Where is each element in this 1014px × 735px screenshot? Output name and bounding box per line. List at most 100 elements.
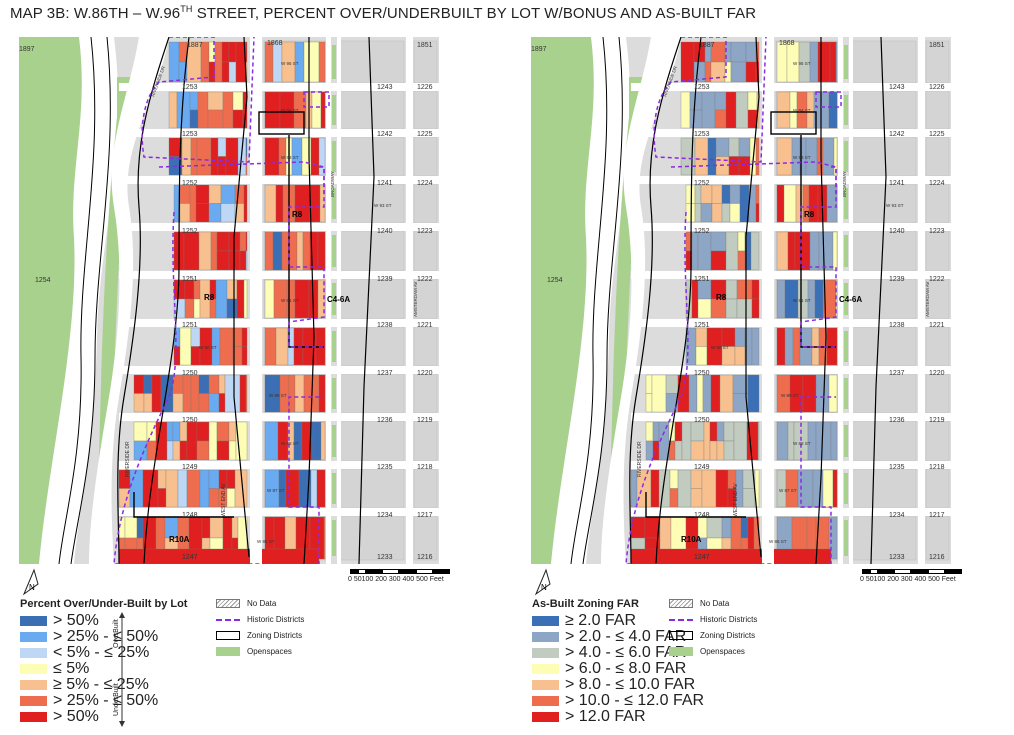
tax-lot bbox=[707, 137, 717, 176]
city-block bbox=[338, 278, 405, 320]
tax-lot bbox=[189, 109, 199, 129]
city-block bbox=[413, 136, 438, 177]
tax-lot bbox=[208, 393, 220, 413]
city-block bbox=[925, 183, 950, 224]
block-number: 1252 bbox=[182, 228, 198, 235]
avenue-label: BROADWAY bbox=[330, 171, 335, 197]
tax-lot bbox=[221, 61, 230, 83]
tax-lot bbox=[751, 327, 760, 366]
tax-lot bbox=[734, 346, 746, 366]
legend-swatch bbox=[532, 695, 559, 706]
tax-lot bbox=[794, 231, 811, 271]
map-percent-overbuilt[interactable]: 1897 1887 1868 1851 1253 1243 1226 1253 1242 1225… bbox=[19, 37, 439, 564]
tax-lot bbox=[228, 440, 237, 461]
block-number: 1225 bbox=[417, 131, 433, 138]
tax-lot bbox=[747, 109, 758, 129]
legend-label: > 2.0 - ≤ 4.0 FAR bbox=[565, 627, 687, 645]
tax-lot bbox=[652, 421, 660, 442]
historic-district bbox=[815, 91, 842, 108]
tax-lot bbox=[218, 393, 226, 413]
tax-lot bbox=[721, 327, 736, 347]
block-number: 1233 bbox=[377, 554, 393, 561]
tax-lot bbox=[208, 421, 218, 461]
tax-lot bbox=[689, 109, 703, 129]
legend-swatch bbox=[532, 663, 559, 674]
tax-lot bbox=[231, 516, 239, 539]
tax-lot bbox=[702, 374, 712, 413]
legend-swatch bbox=[532, 631, 559, 642]
scale-bar: 0 50100 200 300 400 500 Feet bbox=[348, 565, 458, 589]
block-number: 1219 bbox=[417, 417, 433, 424]
zoning-line bbox=[117, 37, 170, 564]
block-number: 1253 bbox=[182, 84, 198, 91]
tax-lot bbox=[317, 231, 326, 271]
tax-lot bbox=[221, 41, 230, 63]
tax-lot bbox=[721, 203, 731, 223]
tax-lot bbox=[725, 279, 738, 300]
tax-lot bbox=[710, 250, 727, 271]
tax-lot bbox=[776, 91, 791, 129]
block-number: 1868 bbox=[779, 40, 795, 47]
block-number: 1225 bbox=[929, 131, 945, 138]
block-number: 1223 bbox=[929, 228, 945, 235]
tax-lot bbox=[645, 421, 654, 442]
tax-lot bbox=[738, 137, 751, 157]
tax-lot bbox=[172, 440, 181, 461]
broadway-mall bbox=[844, 473, 848, 504]
street-label: W 94 ST bbox=[793, 108, 811, 113]
city-block bbox=[925, 230, 950, 272]
tax-lot bbox=[239, 231, 247, 252]
tax-lot bbox=[177, 469, 188, 508]
tax-lot bbox=[296, 231, 304, 271]
broadway-mall bbox=[844, 283, 848, 315]
tax-lot bbox=[178, 41, 188, 63]
block-number: 1216 bbox=[929, 554, 945, 561]
tax-lot bbox=[701, 91, 716, 129]
map-as-built-far[interactable]: 1897 1887 1868 1851 1253 1243 1226 1253 1242 1225… bbox=[531, 37, 951, 564]
tax-lot bbox=[832, 231, 838, 271]
tax-lot bbox=[226, 469, 236, 489]
block-number: 1242 bbox=[377, 131, 393, 138]
tax-lot bbox=[835, 41, 838, 83]
tax-lot bbox=[711, 184, 723, 204]
tax-lot bbox=[730, 61, 747, 83]
city-block bbox=[413, 230, 438, 272]
tax-lot bbox=[199, 469, 210, 508]
tax-lot bbox=[832, 469, 838, 508]
tax-lot bbox=[264, 184, 277, 223]
tax-lot bbox=[690, 440, 705, 461]
city-block bbox=[338, 373, 405, 414]
zoning-line bbox=[303, 37, 315, 564]
tax-lot bbox=[193, 298, 201, 319]
tax-lot bbox=[142, 469, 159, 508]
city-block bbox=[850, 136, 917, 177]
legend-historic: Historic Districts bbox=[216, 615, 304, 624]
tax-lot bbox=[245, 137, 248, 157]
tax-lot bbox=[239, 374, 247, 413]
legend-swatch bbox=[532, 647, 559, 658]
cross-street bbox=[631, 129, 951, 137]
historic-district bbox=[141, 37, 255, 163]
tax-lot bbox=[303, 41, 320, 83]
city-block bbox=[338, 136, 405, 177]
legend-swatch bbox=[532, 615, 559, 626]
block-number: 1238 bbox=[889, 322, 905, 329]
historic-district bbox=[625, 211, 836, 564]
broadway-mall bbox=[332, 473, 336, 504]
legend-left-item: > 50% bbox=[20, 612, 99, 629]
tax-lot bbox=[172, 374, 184, 394]
block-number: 1221 bbox=[929, 322, 945, 329]
tax-lot bbox=[685, 184, 696, 204]
legend-swatch bbox=[532, 711, 559, 722]
tax-lot bbox=[681, 421, 692, 461]
city-block bbox=[413, 420, 438, 462]
block-number: 1237 bbox=[889, 370, 905, 377]
block-number: 1222 bbox=[929, 276, 945, 283]
tax-lot bbox=[275, 327, 289, 366]
broadway-mall bbox=[332, 520, 336, 556]
zoning-line bbox=[870, 37, 887, 564]
cross-street bbox=[631, 83, 951, 91]
tax-lot bbox=[228, 421, 237, 442]
tax-lot bbox=[725, 298, 738, 319]
tax-lot bbox=[208, 203, 222, 223]
